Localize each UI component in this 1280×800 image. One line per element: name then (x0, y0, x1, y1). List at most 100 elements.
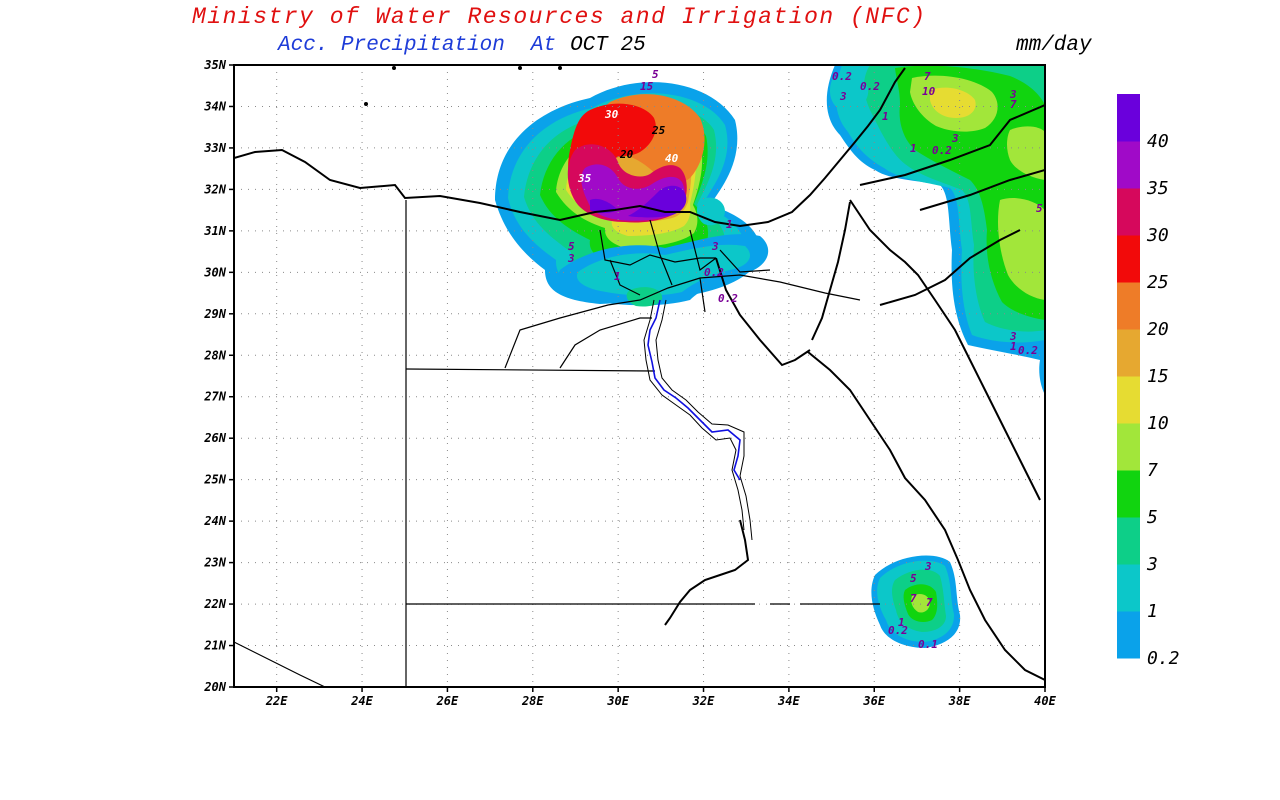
legend-swatch (1117, 94, 1140, 142)
storm-south (871, 555, 961, 648)
x-tick-label: 34E (777, 694, 800, 708)
legend-label: 0.2 (1147, 648, 1180, 669)
contour-label: 3 (1009, 88, 1017, 101)
contour-label: 3 (567, 252, 575, 265)
x-tick-label: 22E (265, 694, 288, 708)
legend-label: 15 (1147, 366, 1169, 387)
legend-label: 3 (1146, 554, 1158, 575)
y-tick-label: 28N (203, 348, 226, 362)
contour-label: 7 (924, 70, 931, 83)
legend-swatch (1117, 470, 1140, 518)
contour-label: 1 (898, 616, 905, 629)
x-tick-label: 32E (692, 694, 715, 708)
contour-label: 0.2 (888, 624, 908, 637)
legend-label: 25 (1147, 272, 1169, 293)
y-tick-label: 29N (203, 307, 226, 321)
y-tick-label: 20N (203, 680, 226, 694)
contour-label: 1 (1010, 340, 1017, 353)
legend-swatch (1117, 235, 1140, 283)
legend-swatch (1117, 611, 1140, 659)
contour-label: 7 (910, 592, 917, 605)
province-lines (504, 219, 861, 369)
legend-label: 20 (1147, 319, 1169, 340)
political-borders (234, 200, 880, 687)
contour-label: 7 (1010, 98, 1017, 111)
contour-label: 0.2 (832, 70, 852, 83)
legend-label: 40 (1147, 131, 1169, 152)
legend-swatch (1117, 188, 1140, 236)
contour-label: 30 (604, 108, 619, 121)
egypt-region-line (405, 368, 656, 372)
y-tick-label: 33N (203, 141, 226, 155)
legend-swatch (1117, 282, 1140, 330)
plot-frame (233, 64, 1046, 688)
x-tick-label: 28E (521, 694, 544, 708)
y-tick-label: 26N (203, 431, 226, 445)
contour-label: 3 (924, 560, 932, 573)
contour-label: 5 (652, 68, 659, 81)
x-tick-label: 26E (436, 694, 459, 708)
contour-label: 40 (665, 152, 679, 165)
legend-swatch (1117, 423, 1140, 471)
contour-label: 0.2 (1018, 344, 1038, 357)
contour-label: 10 (922, 85, 936, 98)
coastlines (234, 67, 1045, 681)
x-tick-label: 36E (862, 694, 885, 708)
y-tick-label: 23N (203, 556, 226, 570)
legend-swatch (1117, 564, 1140, 612)
x-tick-label: 38E (948, 694, 971, 708)
contour-label: 3 (951, 132, 959, 145)
legend-swatch (1117, 141, 1140, 189)
gulf-of-suez (715, 257, 811, 367)
contour-label: 3 (1009, 330, 1017, 343)
contour-label: 0.2 (860, 80, 880, 93)
legend-label: 10 (1147, 413, 1169, 434)
contour-label: 1 (910, 142, 917, 155)
legend-label: 7 (1147, 460, 1158, 481)
contour-label: 0.2 (932, 144, 952, 157)
levant-border (859, 104, 1045, 186)
y-tick-label: 30N (203, 265, 226, 279)
red-sea-coast-west (807, 351, 1045, 681)
mediterranean-coast (234, 67, 906, 228)
libya-chad-border (234, 641, 326, 687)
contour-label: 3 (711, 240, 719, 253)
contour-label: 35 (577, 172, 592, 185)
legend-swatch (1117, 376, 1140, 424)
nile-banks (643, 299, 753, 541)
contour-label: 5 (910, 572, 917, 585)
legend-swatch (1117, 329, 1140, 377)
gulf-of-aqaba (811, 201, 851, 341)
lake-nasser-shore (664, 519, 750, 626)
contour-label: 1 (614, 270, 621, 283)
saudi-border (919, 169, 1045, 211)
location-markers (364, 66, 562, 106)
legend-swatch (1117, 517, 1140, 565)
contour-label: 3 (839, 90, 847, 103)
y-tick-label: 25N (203, 473, 226, 487)
contour-label: 0.1 (918, 638, 938, 651)
at-label: At (530, 34, 557, 57)
x-tick-label: 30E (606, 694, 629, 708)
y-axis-ticks: 20N 21N 22N 23N 24N 25N 26N 27N 28N 29N 30N 31N 32N 3… (203, 58, 234, 694)
y-tick-label: 21N (203, 639, 226, 653)
page-title: Ministry of Water Resources and Irrigati… (192, 4, 927, 30)
contour-label: 0.2 (704, 266, 724, 279)
y-tick-label: 34N (203, 99, 226, 113)
precipitation-fill (495, 65, 1045, 648)
contour-label: 1 (726, 218, 733, 231)
contour-label: 5 (568, 240, 575, 253)
nile-river (647, 299, 741, 481)
x-axis-ticks: 22E 24E 26E 28E 30E 32E 34E 36E 38E 40E (265, 687, 1057, 708)
contour-label: 5 (1036, 202, 1043, 215)
y-tick-label: 24N (203, 514, 226, 528)
contour-label: 0.2 (718, 292, 738, 305)
contour-label: 25 (651, 124, 666, 137)
contour-labels: 5 15 20 25 30 35 40 5 3 1 0.2 3 0.2 1 7 … (567, 68, 1043, 651)
y-tick-label: 32N (203, 182, 226, 196)
x-tick-label: 24E (350, 694, 373, 708)
legend-label: 30 (1146, 225, 1169, 246)
red-sea-coast-east (849, 199, 1041, 501)
legend-label: 1 (1147, 601, 1158, 622)
